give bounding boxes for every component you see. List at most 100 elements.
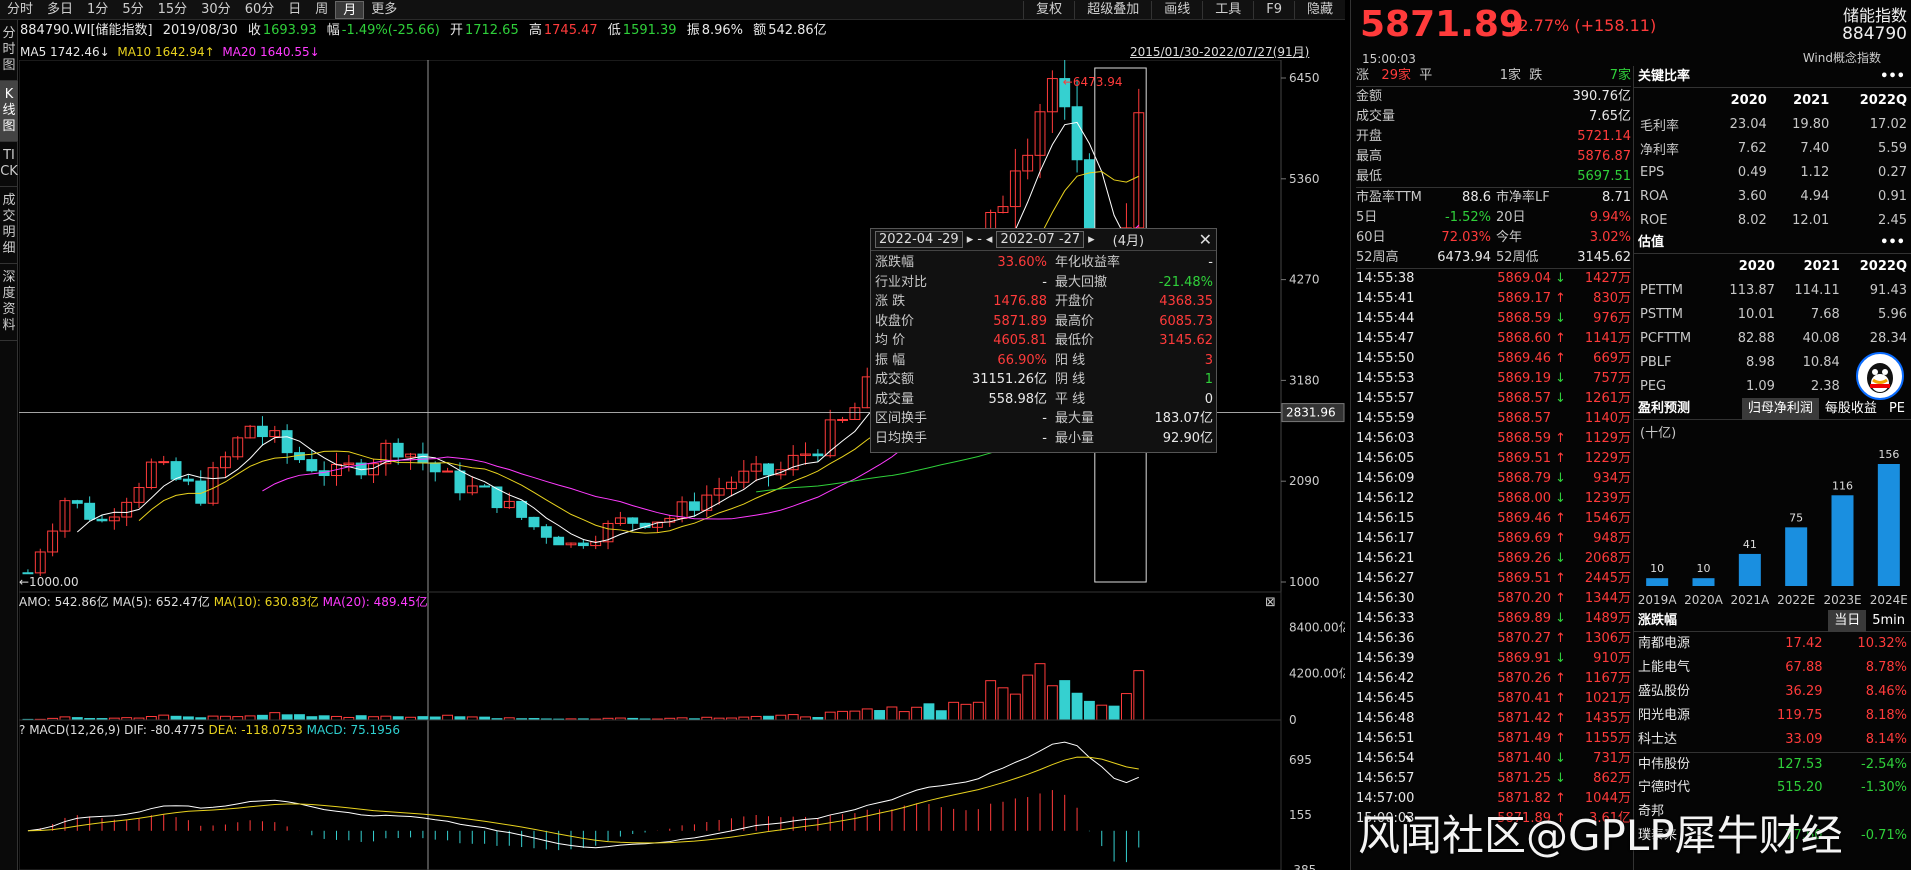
left-tab-0[interactable]: 分时图 <box>0 20 18 81</box>
from-date-field[interactable]: 2022-04 -29 <box>875 231 963 248</box>
left-tab-4[interactable]: 深度资料 <box>0 264 18 341</box>
candle-body <box>133 487 145 503</box>
period-tab-1[interactable]: 多日 <box>47 1 74 17</box>
kline-chart-area[interactable]: 6450 5360 4270 3180 2090 1000 2831.96 ←6473.94 ←… <box>19 60 1345 870</box>
candle-body <box>380 442 392 465</box>
tick-row: 14:55:38 5869.04 ↓ 1427万 <box>1356 269 1631 289</box>
toolbar-tool-1[interactable]: 超级叠加 <box>1074 0 1151 19</box>
stat-value: 33.60% <box>997 255 1047 270</box>
tick-row: 14:56:21 5869.26 ↓ 2068万 <box>1356 549 1631 569</box>
volume-bar <box>874 710 886 721</box>
period-tab-3[interactable]: 5分 <box>122 1 144 17</box>
close-icon[interactable]: ✕ <box>1198 230 1212 249</box>
period-tab-8[interactable]: 周 <box>315 1 329 17</box>
candle-body <box>763 463 774 476</box>
period-tab-5[interactable]: 30分 <box>201 1 231 17</box>
arrow-up-icon: ↑ <box>1555 351 1566 366</box>
quote-stat-row: 最高 5876.87 <box>1356 149 1631 164</box>
amo-axis-label: 0 <box>1289 713 1297 727</box>
arrow-down-icon: ↓ <box>1555 611 1566 626</box>
stat-label: 开盘价 <box>1055 294 1095 309</box>
candle-body <box>516 500 528 518</box>
gainer-row[interactable]: 奇邦 <box>1638 804 1665 819</box>
toolbar-tool-2[interactable]: 画线 <box>1151 0 1202 19</box>
gainers-tab-1[interactable]: 5min <box>1872 612 1905 628</box>
toolbar-tool-3[interactable]: 工具 <box>1202 0 1253 19</box>
forecast-tab-1[interactable]: 每股收益 <box>1824 400 1877 416</box>
candle-body <box>812 453 824 457</box>
arrow-down-icon: ↓ <box>1555 491 1566 506</box>
amo-axis-label: 8400.00亿 <box>1289 619 1345 634</box>
period-tab-7[interactable]: 日 <box>288 1 302 17</box>
candle-body <box>726 481 737 490</box>
period-tab-2[interactable]: 1分 <box>87 1 109 17</box>
volume-bar <box>1071 692 1083 721</box>
period-tab-10[interactable]: 更多 <box>371 1 398 17</box>
gainer-row[interactable]: 宁德时代 515.20 -1.30% <box>1638 780 1907 795</box>
period-tab-6[interactable]: 60分 <box>244 1 275 17</box>
left-tab-3[interactable]: 成交明细 <box>0 187 18 264</box>
gainer-row[interactable]: 阳光电源 119.75 8.18% <box>1638 708 1907 723</box>
forecast-header: 盈利预测 归母净利润 每股收益 PE <box>1634 397 1911 420</box>
valuation-more-icon[interactable]: ••• <box>1880 235 1905 250</box>
candle-body <box>405 453 416 458</box>
tick-row: 14:55:53 5869.19 ↓ 757万 <box>1356 369 1631 389</box>
key-ratios-more-icon[interactable]: ••• <box>1880 69 1905 84</box>
gainer-row[interactable]: 中伟股份 127.53 -2.54% <box>1634 752 1911 776</box>
forecast-tab-2[interactable]: PE <box>1888 400 1905 416</box>
to-date-left-arrow-icon[interactable]: ◂ <box>985 232 993 247</box>
volume-bar <box>1022 674 1034 721</box>
stat-value: 66.90% <box>997 352 1047 368</box>
gainer-row[interactable]: 南都电源 17.42 10.32% <box>1638 636 1907 651</box>
toolbar-tool-4[interactable]: F9 <box>1253 0 1294 19</box>
tick-row: 14:55:59 5868.57 1140万 <box>1356 409 1631 429</box>
left-tab-1[interactable]: K线图 <box>0 81 18 142</box>
close-amo-icon: ⊠ <box>1265 595 1276 610</box>
ratio-row: PETTM 113.87 114.11 91.43 <box>1640 282 1907 298</box>
price-axis-label: 3180 <box>1289 373 1320 387</box>
candle-body <box>528 516 540 528</box>
bar-info-line: 884790.WI[储能指数] 2019/08/30 收 1693.93 幅 -1.… <box>20 23 827 38</box>
gainer-row[interactable]: 盛弘股份 36.29 8.46% <box>1638 684 1907 699</box>
volume-bar <box>170 715 182 721</box>
stat-value: 558.98亿 <box>988 391 1048 407</box>
toolbar-tool-0[interactable]: 复权 <box>1023 0 1074 19</box>
forecast-bar-label: 10 <box>1650 562 1664 575</box>
toolbar-tool-5[interactable]: 隐藏 <box>1293 0 1345 19</box>
forecast-tab-0[interactable]: 归母净利润 <box>1741 397 1819 420</box>
left-tab-2[interactable]: TICK <box>0 142 18 187</box>
gainer-row[interactable]: 璞泰来 77.60 -0.71% <box>1638 828 1907 843</box>
bar-amount: 542.86亿 <box>768 23 827 38</box>
volume-bar <box>1096 704 1108 721</box>
gainers-tab-0[interactable]: 当日 <box>1828 609 1867 632</box>
qq-avatar-icon[interactable] <box>1856 352 1904 400</box>
period-tab-9[interactable]: 月 <box>335 0 365 19</box>
to-date-field[interactable]: 2022-07 -27 <box>996 231 1085 248</box>
date-range-selector[interactable]: 2015/01/30-2022/07/27(91月) <box>1130 45 1310 59</box>
from-date-arrow-icon[interactable]: ▸ <box>966 232 974 247</box>
candle-body <box>47 530 59 553</box>
stat-value: 92.90亿 <box>1162 430 1213 446</box>
candle-body <box>479 485 491 488</box>
to-date-arrow-icon[interactable]: ▸ <box>1088 232 1095 247</box>
watermark-text: 风闻社区@GPLP犀牛财经 <box>1358 811 1843 860</box>
stat-label: 涨 跌 <box>875 294 906 309</box>
forecast-bar-label: 10 <box>1697 562 1711 575</box>
gainer-row[interactable]: 上能电气 67.88 8.78% <box>1638 660 1907 675</box>
candle-body <box>121 501 133 518</box>
stat-label: 行业对比 <box>875 274 928 290</box>
period-tab-0[interactable]: 分时 <box>7 1 34 17</box>
gainer-row[interactable]: 科士达 33.09 8.14% <box>1638 732 1907 747</box>
period-tab-4[interactable]: 15分 <box>157 1 188 17</box>
bar-change: -1.49%(-25.66) <box>341 23 440 38</box>
candle-body <box>713 488 725 496</box>
tick-row: 14:55:47 5868.60 ↑ 1141万 <box>1356 329 1631 349</box>
forecast-bar-label: 116 <box>1832 479 1853 492</box>
arrow-down-icon: ↓ <box>1555 371 1566 386</box>
volume-bar <box>269 712 281 721</box>
stat-value: 1476.88 <box>993 294 1047 309</box>
tick-row: 14:56:45 5870.41 ↑ 1021万 <box>1356 689 1631 709</box>
gainers-header: 涨跌幅 当日 5min <box>1634 609 1911 632</box>
tick-row: 14:56:27 5869.51 ↑ 2445万 <box>1356 569 1631 589</box>
forecast-bar <box>1692 578 1715 586</box>
